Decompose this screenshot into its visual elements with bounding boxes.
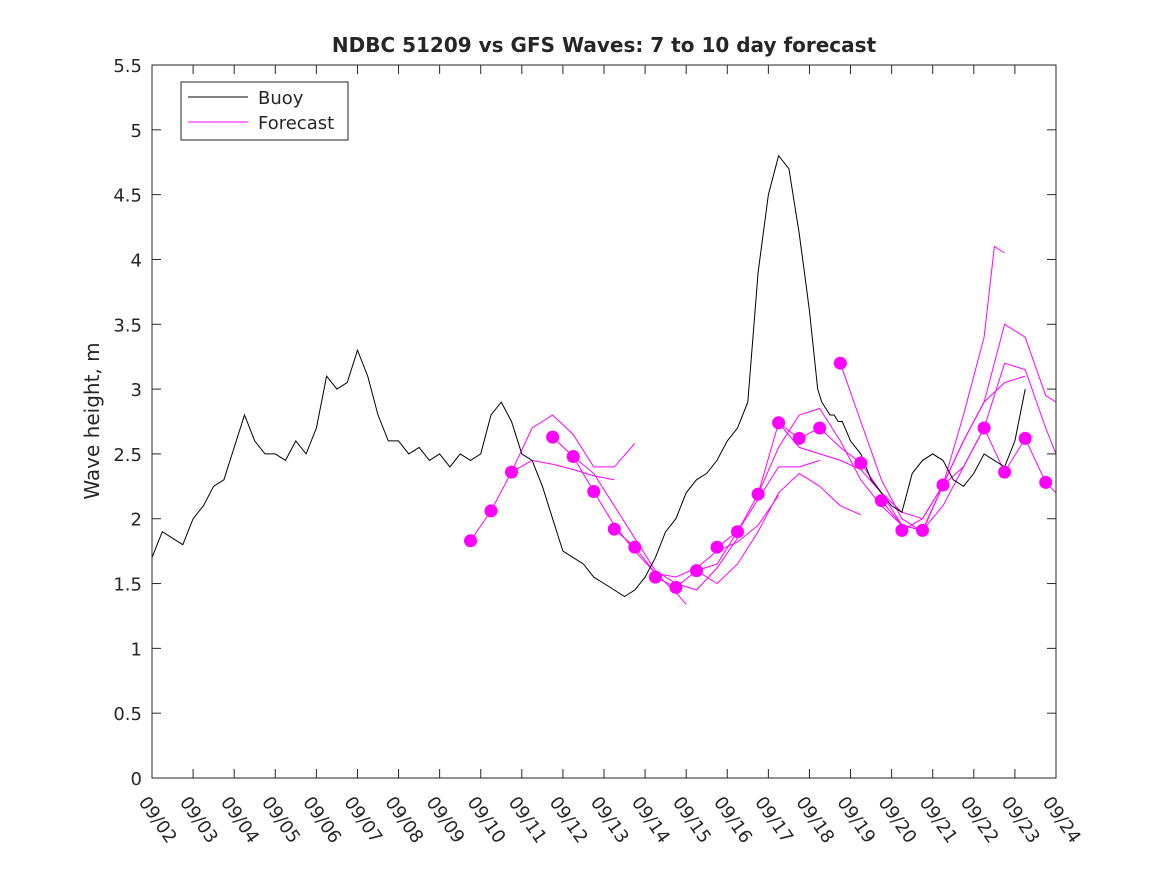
y-tick-label: 5.5 <box>113 56 142 77</box>
y-tick-label: 5 <box>131 121 142 142</box>
forecast-markers <box>464 356 1053 594</box>
forecast-point <box>874 494 888 508</box>
forecast-point <box>998 465 1012 479</box>
legend-buoy-label: Buoy <box>258 88 304 109</box>
forecast-point <box>833 356 847 370</box>
y-tick-label: 1 <box>131 639 142 660</box>
buoy-line <box>151 154 1026 598</box>
y-tick-label: 3.5 <box>113 315 142 336</box>
forecast-point <box>648 570 662 584</box>
forecast-point <box>710 540 724 554</box>
forecast-point <box>587 485 601 498</box>
forecast-line <box>696 472 862 585</box>
legend: Buoy Forecast <box>180 81 349 141</box>
forecast-point <box>751 487 765 501</box>
plot-area <box>152 65 1056 778</box>
forecast-point <box>669 580 683 594</box>
forecast-line <box>901 323 1057 531</box>
legend-forecast-label: Forecast <box>258 113 334 134</box>
y-tick-label: 0 <box>131 769 142 790</box>
forecast-point <box>464 534 477 548</box>
forecast-line <box>757 421 923 531</box>
buoy-series <box>151 154 1026 598</box>
y-tick-label: 0.5 <box>113 704 142 725</box>
chart-title: NDBC 51209 vs GFS Waves: 7 to 10 day for… <box>332 33 877 57</box>
y-tick-label: 4 <box>131 250 142 271</box>
forecast-point <box>895 523 909 537</box>
forecast-point <box>484 504 498 518</box>
forecast-point <box>566 450 580 463</box>
forecast-line <box>470 459 615 542</box>
y-tick-label: 3 <box>131 380 142 401</box>
forecast-point <box>772 416 786 430</box>
forecast-point <box>1018 431 1032 445</box>
forecast-point <box>690 564 703 578</box>
y-axis: 0 0.5 1 1.5 2 2.5 3 3.5 4 4.5 5 5.5 <box>113 56 1056 790</box>
forecast-point <box>916 523 929 537</box>
forecast-point <box>854 456 868 470</box>
forecast-point <box>792 431 806 445</box>
forecast-line <box>511 414 636 473</box>
forecast-point <box>977 421 991 435</box>
y-tick-label: 2.5 <box>113 445 142 466</box>
forecast-point <box>731 525 744 539</box>
forecast-point <box>936 478 950 492</box>
y-tick-label: 4.5 <box>113 186 142 207</box>
forecast-point <box>813 421 827 435</box>
forecast-point <box>546 430 560 444</box>
forecast-line <box>716 407 903 548</box>
forecast-point <box>1039 475 1053 489</box>
forecast-line <box>922 362 1057 531</box>
y-axis-label: Wave height, m <box>80 342 104 499</box>
legend-box <box>180 81 349 141</box>
forecast-point <box>505 465 518 479</box>
forecast-point <box>628 540 642 554</box>
forecast-point <box>607 522 621 536</box>
y-tick-label: 2 <box>131 510 142 531</box>
y-tick-label: 1.5 <box>113 575 142 596</box>
